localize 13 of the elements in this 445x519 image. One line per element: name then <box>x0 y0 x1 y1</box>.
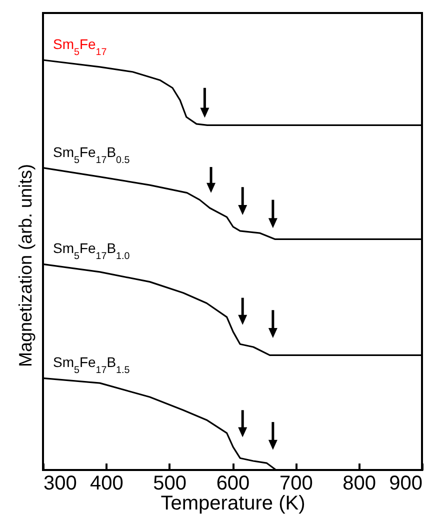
series-label: Sm$_{5}$Fe$_{17}$B$_{0.5}$ <box>53 144 130 166</box>
x-tick-label: 300 <box>44 472 77 494</box>
x-axis-title: Temperature (K) <box>160 492 306 514</box>
y-axis-title: Magnetization (arb. units) <box>16 164 36 368</box>
series-label: Sm$_{5}$Fe$_{17}$B$_{1.0}$ <box>53 240 130 262</box>
x-tick-label: 900 <box>389 472 422 494</box>
series-label: Sm$_{5}$Fe$_{17}$ <box>53 36 107 58</box>
x-tick-label: 600 <box>216 472 250 494</box>
x-tick-label: 500 <box>153 472 187 494</box>
x-tick-label: 700 <box>279 472 313 494</box>
x-tick-label: 400 <box>90 472 124 494</box>
x-tick-label: 800 <box>342 472 376 494</box>
series-label: Sm$_{5}$Fe$_{17}$B$_{1.5}$ <box>53 354 130 376</box>
